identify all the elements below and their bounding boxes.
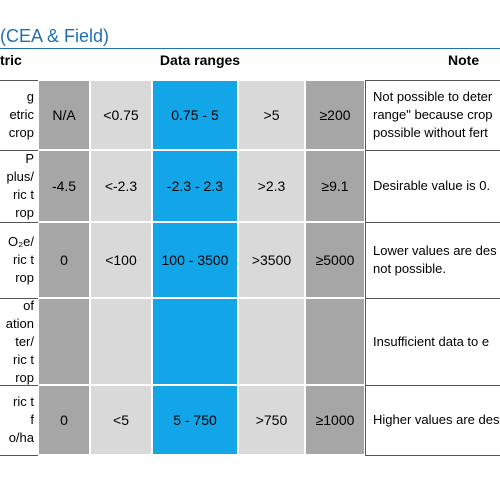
range-cell: 5 - 750 <box>152 385 238 455</box>
range-cell: >750 <box>238 385 305 455</box>
range-cell: 0.75 - 5 <box>152 80 238 150</box>
row-rule <box>365 222 500 223</box>
range-cell: <100 <box>90 222 152 298</box>
notes-border <box>365 80 366 455</box>
range-cell: <5 <box>90 385 152 455</box>
metric-line: ter/ <box>15 333 34 349</box>
range-cell <box>305 298 365 385</box>
note-line: Not possible to deter <box>373 89 493 104</box>
row-rule <box>0 222 38 223</box>
range-cell <box>152 298 238 385</box>
range-value: 0 <box>60 252 68 268</box>
range-value: 0 <box>60 412 68 428</box>
metric-line: rop <box>15 205 34 220</box>
metric-line: O₂e/ <box>8 234 34 249</box>
range-value: ≥9.1 <box>321 178 349 194</box>
metric-line: P <box>25 151 34 166</box>
metric-line: rop <box>15 270 34 285</box>
row-rule <box>0 150 38 151</box>
metric-line: ric t <box>13 252 34 267</box>
metric-line: etric <box>9 107 34 122</box>
row-rule <box>365 150 500 151</box>
header-ranges: Data ranges <box>159 52 241 68</box>
range-cell: ≥5000 <box>305 222 365 298</box>
note-line: Lower values are des <box>373 243 497 258</box>
range-value: 100 - 3500 <box>161 252 229 268</box>
range-value: 0.75 - 5 <box>171 107 219 123</box>
range-cell <box>90 298 152 385</box>
row-rule <box>365 385 500 386</box>
range-cell <box>38 298 90 385</box>
metric-line: ation <box>5 315 34 331</box>
range-value: N/A <box>52 107 76 123</box>
row-rule <box>0 298 38 299</box>
note-line: Insufficient data to e <box>373 333 490 349</box>
metric-line: ric t <box>13 394 34 409</box>
title: (CEA & Field) <box>0 26 110 46</box>
range-value: ≥5000 <box>315 252 355 268</box>
row-rule <box>0 385 38 386</box>
range-value: <0.75 <box>103 107 139 123</box>
range-cell: 0 <box>38 222 90 298</box>
range-value: 5 - 750 <box>173 412 217 428</box>
range-cell: 100 - 3500 <box>152 222 238 298</box>
range-cell <box>238 298 305 385</box>
range-value: <5 <box>113 412 129 428</box>
range-cell: ≥200 <box>305 80 365 150</box>
range-value: <-2.3 <box>104 178 138 194</box>
range-cell: -4.5 <box>38 150 90 222</box>
metric-line: crop <box>8 125 34 140</box>
note-line: range" because crop <box>373 107 493 122</box>
note-line: Desirable value is 0. <box>373 178 491 193</box>
row-rule <box>365 455 500 456</box>
range-value: -2.3 - 2.3 <box>166 178 224 194</box>
title-rule <box>0 48 500 49</box>
metric-line: f <box>30 412 34 427</box>
range-cell: >2.3 <box>238 150 305 222</box>
range-value: >3500 <box>251 252 292 268</box>
range-value: >750 <box>255 412 288 428</box>
range-value: >5 <box>263 107 280 123</box>
note-line: Higher values are des <box>373 412 500 427</box>
range-cell: <-2.3 <box>90 150 152 222</box>
note-line: not possible. <box>373 261 446 276</box>
range-value: ≥200 <box>319 107 351 123</box>
row-rule <box>0 455 38 456</box>
range-cell: ≥9.1 <box>305 150 365 222</box>
range-cell: N/A <box>38 80 90 150</box>
range-value: ≥1000 <box>315 412 355 428</box>
range-value: >2.3 <box>257 178 286 194</box>
range-cell: ≥1000 <box>305 385 365 455</box>
range-cell: -2.3 - 2.3 <box>152 150 238 222</box>
range-value: -4.5 <box>51 178 77 194</box>
metric-line: of <box>23 297 34 313</box>
range-cell: 0 <box>38 385 90 455</box>
row-rule <box>365 298 500 299</box>
header-metric: tric <box>0 52 22 68</box>
note-line: possible without fert <box>373 125 488 140</box>
metric-line: ric t <box>13 351 34 367</box>
range-cell: >5 <box>238 80 305 150</box>
metric-line: g <box>26 89 34 104</box>
range-cell: >3500 <box>238 222 305 298</box>
metric-line: ric t <box>13 187 34 202</box>
metric-line: o/ha <box>8 430 34 445</box>
metric-line: rop <box>15 369 34 385</box>
metric-line: plus/ <box>6 169 34 184</box>
header-notes: Note <box>448 52 480 68</box>
range-cell: <0.75 <box>90 80 152 150</box>
range-value: <100 <box>105 252 137 268</box>
